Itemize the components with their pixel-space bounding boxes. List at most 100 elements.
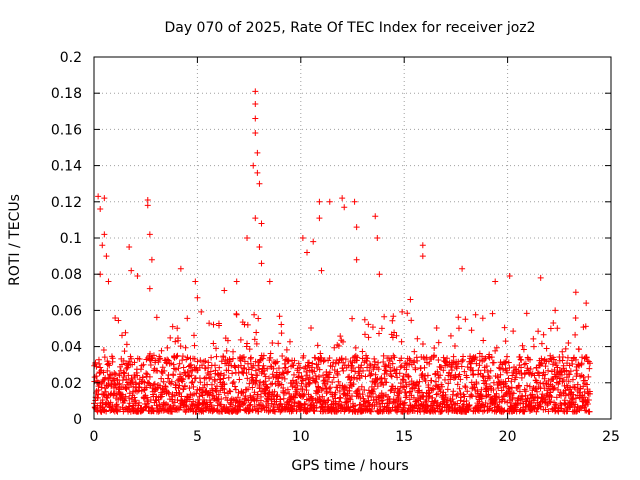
- data-point: [327, 384, 334, 391]
- data-point: [359, 391, 366, 398]
- data-point: [326, 385, 333, 392]
- data-point: [168, 378, 175, 385]
- data-point: [437, 388, 444, 395]
- data-point: [286, 338, 293, 345]
- data-point: [269, 371, 276, 378]
- data-point: [275, 340, 282, 347]
- data-point: [116, 380, 123, 387]
- data-point: [451, 343, 458, 350]
- y-tick-label: 0.18: [51, 86, 82, 102]
- data-point: [442, 394, 449, 401]
- data-point: [396, 370, 403, 377]
- data-point: [387, 387, 394, 394]
- data-point: [261, 370, 268, 377]
- data-point: [176, 389, 183, 396]
- data-point: [101, 231, 108, 238]
- data-point: [122, 329, 129, 336]
- data-point: [488, 354, 495, 361]
- data-point: [125, 372, 132, 379]
- data-point: [573, 408, 580, 415]
- data-point: [411, 348, 418, 355]
- data-point: [241, 364, 248, 371]
- data-point: [332, 400, 339, 407]
- data-point: [208, 381, 215, 388]
- data-point: [358, 362, 365, 369]
- data-point: [559, 348, 566, 355]
- data-point: [252, 101, 259, 108]
- data-point: [458, 363, 465, 370]
- data-point: [383, 379, 390, 386]
- data-point: [136, 399, 143, 406]
- data-point: [123, 376, 130, 383]
- data-point: [428, 377, 435, 384]
- data-point: [237, 406, 244, 413]
- data-point: [495, 404, 502, 411]
- data-point: [388, 355, 395, 362]
- data-point: [167, 334, 174, 341]
- data-point: [97, 206, 104, 213]
- data-point: [396, 387, 403, 394]
- data-point: [398, 338, 405, 345]
- data-point: [462, 316, 469, 323]
- data-point: [197, 357, 204, 364]
- data-point: [430, 386, 437, 393]
- data-point: [196, 386, 203, 393]
- data-point: [233, 278, 240, 285]
- data-point: [356, 368, 363, 375]
- data-point: [528, 371, 535, 378]
- data-point: [444, 355, 451, 362]
- data-point: [361, 331, 368, 338]
- data-point: [347, 404, 354, 411]
- data-point: [522, 388, 529, 395]
- data-point: [583, 381, 590, 388]
- data-point: [456, 385, 463, 392]
- data-point: [176, 382, 183, 389]
- data-point: [233, 311, 240, 318]
- data-point: [368, 408, 375, 415]
- data-point: [463, 374, 470, 381]
- data-point: [318, 267, 325, 274]
- data-point: [459, 358, 466, 365]
- data-point: [316, 373, 323, 380]
- data-point: [303, 368, 310, 375]
- data-point: [243, 370, 250, 377]
- data-point: [445, 380, 452, 387]
- data-point: [164, 344, 171, 351]
- data-point: [258, 393, 265, 400]
- data-point: [235, 364, 242, 371]
- data-point: [510, 390, 517, 397]
- data-point: [569, 360, 576, 367]
- data-point: [572, 331, 579, 338]
- data-point: [257, 378, 264, 385]
- data-point: [355, 386, 362, 393]
- data-point: [340, 367, 347, 374]
- data-point: [144, 394, 151, 401]
- data-point: [269, 339, 276, 346]
- data-point: [124, 364, 131, 371]
- data-point: [440, 367, 447, 374]
- data-point: [190, 383, 197, 390]
- data-point: [202, 357, 209, 364]
- data-point: [126, 244, 133, 251]
- data-point: [584, 401, 591, 408]
- data-point: [380, 359, 387, 366]
- data-point: [431, 398, 438, 405]
- data-point: [149, 405, 156, 412]
- data-point: [472, 311, 479, 318]
- data-point: [545, 367, 552, 374]
- data-point: [207, 374, 214, 381]
- data-point: [516, 388, 523, 395]
- data-point: [290, 362, 297, 369]
- data-point: [191, 355, 198, 362]
- data-point: [133, 381, 140, 388]
- data-point: [508, 378, 515, 385]
- data-point: [314, 342, 321, 349]
- data-point: [295, 374, 302, 381]
- data-point: [429, 394, 436, 401]
- data-point: [372, 371, 379, 378]
- data-point: [562, 387, 569, 394]
- data-point: [315, 384, 322, 391]
- data-point: [99, 397, 106, 404]
- data-point: [575, 346, 582, 353]
- data-point: [569, 376, 576, 383]
